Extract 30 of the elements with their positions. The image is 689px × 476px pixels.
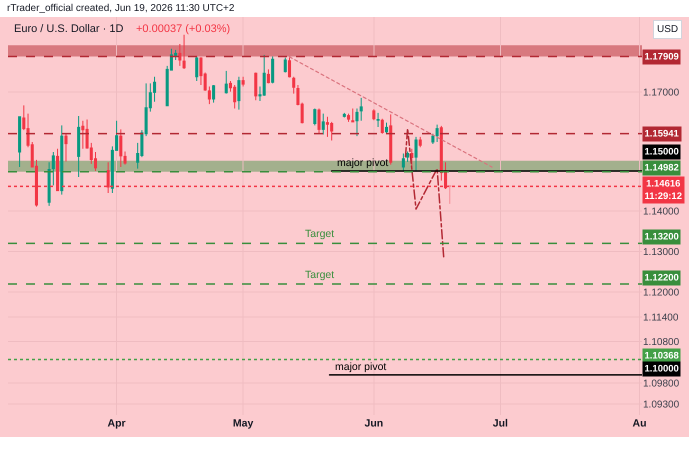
y-tick-label: 1.17000 <box>643 88 680 98</box>
ref-line-label: 1.17909 <box>644 52 679 62</box>
ref-line-label: 1.14982 <box>644 162 679 174</box>
ref-line-label: 1.15941 <box>644 128 680 140</box>
x-tick-label: May <box>232 418 254 430</box>
y-tick-label: 1.10800 <box>643 337 680 348</box>
ref-line-label: 1.14616 11:29:12 <box>644 178 682 202</box>
y-tick-label: 1.11400 <box>643 312 679 324</box>
annotation: Target <box>305 228 334 240</box>
y-tick-label: 1.09800 <box>643 378 680 390</box>
data-label: 1.15000 <box>644 146 679 158</box>
series-label: major pivot <box>337 157 388 169</box>
data-label: 1.10000 <box>644 364 679 374</box>
x-tick-label: Jul <box>492 418 508 430</box>
x-tick-label: Apr <box>108 418 126 430</box>
y-tick-label: 1.09300 <box>643 400 680 411</box>
x-tick-label: Au <box>632 418 647 430</box>
y-axis-title: USD <box>657 24 678 35</box>
ref-line-label: 1.13200 <box>644 232 679 242</box>
ref-line-label: 1.12200 <box>644 272 679 284</box>
series-label: major pivot <box>335 361 386 373</box>
y-tick-label: 1.14000 <box>643 206 680 218</box>
text: +0.00037 (+0.03%) <box>136 23 230 35</box>
y-tick-label: 1.12000 <box>643 288 680 299</box>
text: rTrader_official created, Jun 19, 2026 11:30 UTC+2 <box>7 3 235 14</box>
y-tick-label: 1.13000 <box>643 246 680 258</box>
x-tick-label: Jun <box>364 418 384 430</box>
text: Euro / U.S. Dollar · 1D <box>14 23 124 35</box>
annotation: Target <box>305 269 334 281</box>
ref-line-label: 1.10368 <box>644 350 679 362</box>
